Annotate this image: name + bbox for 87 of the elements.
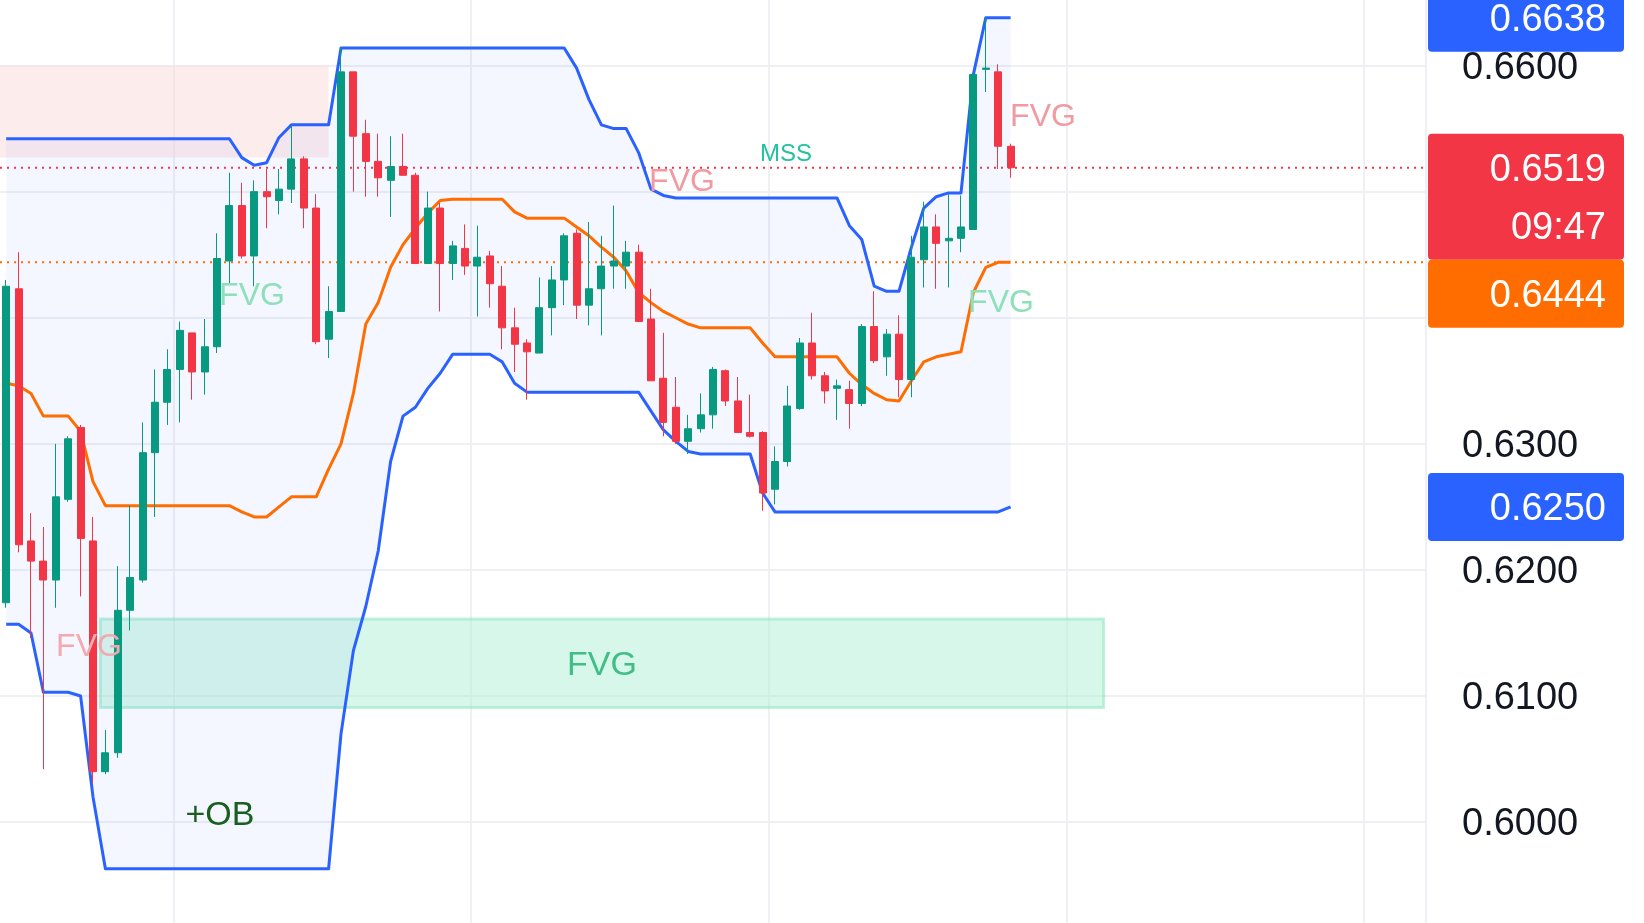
candlestick — [821, 371, 829, 404]
candlestick — [312, 193, 320, 345]
candlestick — [808, 312, 816, 381]
candlestick — [151, 368, 159, 518]
candlestick — [858, 323, 866, 407]
y-tick-label: 0.6300 — [1462, 422, 1579, 465]
candlestick — [672, 376, 680, 445]
candlestick — [238, 182, 246, 259]
candlestick — [746, 394, 754, 439]
candlestick — [597, 235, 605, 336]
candlestick — [573, 228, 581, 320]
candlestick — [721, 368, 729, 407]
y-tick-label: 0.6600 — [1462, 44, 1579, 87]
annotation: FVG — [1010, 97, 1076, 133]
candlestick — [101, 729, 109, 775]
candlestick — [870, 290, 878, 364]
candlestick — [64, 435, 72, 503]
text: 0.6250 — [1489, 485, 1606, 528]
candlestick — [833, 379, 841, 421]
candlestick — [424, 191, 432, 265]
candlestick — [461, 223, 469, 276]
candlestick — [27, 512, 35, 639]
candlestick — [498, 265, 506, 350]
candlestick — [647, 288, 655, 382]
candlestick — [511, 307, 519, 373]
candlestick — [2, 279, 10, 609]
candlestick — [15, 251, 23, 553]
candlestick — [387, 135, 395, 218]
y-tick-label: 0.6000 — [1462, 801, 1579, 844]
candlestick — [969, 73, 977, 230]
candlestick — [473, 225, 481, 317]
ref-line-label: 0.6519 09:47 — [1489, 146, 1606, 247]
candlestick — [734, 376, 742, 433]
candlestick — [957, 194, 965, 253]
candlestick — [77, 424, 85, 597]
annotation: FVG — [649, 162, 715, 198]
candlestick — [188, 332, 196, 401]
annotation: +OB — [185, 794, 255, 832]
candlestick — [622, 240, 630, 290]
band-label: FVG — [567, 644, 637, 683]
y-tick-label: 0.6100 — [1462, 675, 1579, 718]
candlestick — [845, 380, 853, 430]
candlestick — [684, 414, 692, 455]
candlestick — [659, 332, 667, 437]
candlestick — [176, 321, 184, 423]
candlestick — [449, 240, 457, 281]
candlestick — [436, 202, 444, 312]
candlestick — [52, 443, 60, 609]
candlestick — [139, 421, 147, 584]
candlestick — [635, 244, 643, 323]
candlestick — [932, 213, 940, 290]
candlestick — [163, 348, 171, 426]
candlestick — [945, 193, 953, 288]
candlestick — [907, 235, 915, 398]
candlestick — [275, 168, 283, 215]
y-tick-label: 0.6200 — [1462, 548, 1579, 591]
candlestick — [610, 205, 618, 290]
candlestick — [771, 445, 779, 505]
candlestick — [759, 430, 767, 512]
candlestick — [585, 221, 593, 326]
candlestick — [523, 338, 531, 401]
candlestick — [535, 276, 543, 354]
candlestick — [709, 366, 717, 430]
candlestick — [337, 47, 345, 312]
annotation: FVG — [219, 276, 285, 312]
candlestick — [201, 318, 209, 396]
candlestick — [486, 250, 494, 309]
text: 0.6638 — [1489, 0, 1606, 39]
candlestick — [411, 172, 419, 265]
candlestick — [895, 314, 903, 398]
candlestick — [796, 337, 804, 411]
candlestick — [548, 265, 556, 336]
candlestick — [697, 392, 705, 433]
annotation: MSS — [759, 138, 813, 166]
candlestick — [225, 172, 233, 285]
candlestick — [126, 505, 134, 631]
candlestick — [213, 232, 221, 354]
candlestick — [920, 201, 928, 288]
candlestick — [982, 17, 990, 93]
candlestick — [325, 285, 333, 359]
candlestick — [39, 526, 47, 770]
candlestick — [883, 328, 891, 377]
candlestick — [560, 232, 568, 306]
candlestick — [783, 385, 791, 468]
candlestick — [287, 124, 295, 204]
line-series — [4, 352, 1013, 871]
ref-line-label: 0.6444 — [1489, 272, 1606, 315]
